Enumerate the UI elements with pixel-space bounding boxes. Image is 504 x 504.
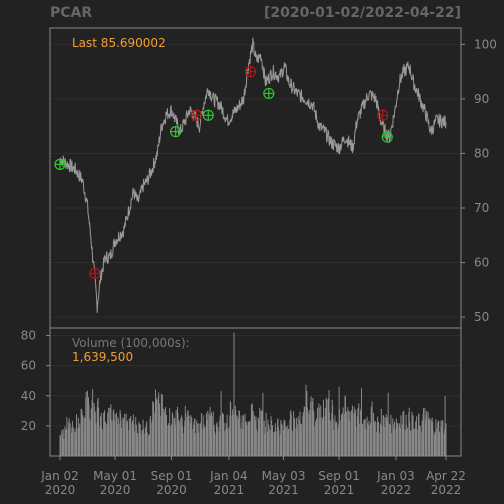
sell-signal-marker — [244, 66, 257, 78]
volume-panel-title: Volume (100,000s): — [72, 336, 190, 350]
date-tick-year: 2020 — [100, 483, 131, 497]
sell-signal-marker — [377, 109, 389, 121]
date-tick-label: Apr 22 — [426, 469, 466, 483]
date-tick-year: 2021 — [214, 483, 245, 497]
date-tick-year: 2021 — [324, 483, 355, 497]
price-tick-label: 90 — [474, 92, 489, 106]
date-tick-label: May 01 — [93, 469, 137, 483]
volume-last-value: 1,639,500 — [72, 350, 134, 364]
date-tick-label: Jan 02 — [40, 469, 79, 483]
signal-markers — [54, 66, 393, 280]
date-tick-label: Jan 03 — [376, 469, 415, 483]
volume-bars — [59, 332, 447, 456]
last-price-label: Last 85.690002 — [72, 36, 166, 50]
date-tick-year: 2022 — [431, 483, 462, 497]
date-tick-label: May 03 — [262, 469, 306, 483]
volume-tick-label: 80 — [21, 329, 36, 343]
chart-symbol-title: PCAR — [50, 5, 93, 21]
price-tick-label: 100 — [474, 37, 497, 51]
chart-date-range: [2020-01-02/2022-04-22] — [263, 5, 461, 21]
price-series-line — [59, 37, 447, 313]
date-tick-year: 2021 — [268, 483, 299, 497]
price-tick-label: 70 — [474, 201, 489, 215]
price-tick-label: 80 — [474, 146, 489, 160]
date-tick-year: 2022 — [381, 483, 412, 497]
price-tick-label: 60 — [474, 256, 489, 270]
buy-signal-marker — [381, 131, 393, 143]
date-tick-year: 2020 — [45, 483, 76, 497]
date-tick-year: 2020 — [156, 483, 187, 497]
buy-signal-marker — [170, 126, 182, 138]
buy-signal-marker — [54, 158, 66, 170]
volume-tick-label: 40 — [21, 389, 36, 403]
date-tick-label: Sep 01 — [151, 469, 193, 483]
price-axis: 50 60 70 80 90 100 — [461, 37, 497, 324]
price-gridlines — [50, 43, 461, 318]
date-tick-label: Jan 04 — [209, 469, 248, 483]
date-tick-label: Sep 01 — [318, 469, 360, 483]
buy-signal-marker — [202, 109, 214, 121]
volume-axis: 20 40 60 80 — [21, 329, 50, 433]
sell-signal-marker — [89, 267, 101, 280]
volume-tick-label: 60 — [21, 359, 36, 373]
sell-signal-marker — [190, 109, 202, 121]
price-tick-label: 50 — [474, 310, 489, 324]
volume-tick-label: 20 — [21, 419, 36, 433]
buy-signal-marker — [263, 87, 275, 100]
